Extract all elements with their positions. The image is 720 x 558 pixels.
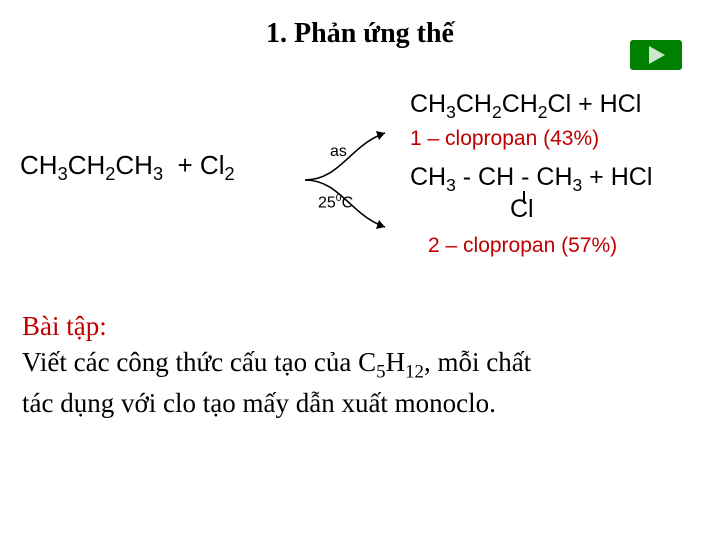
product1-formula: CH3CH2CH2Cl + HCl [410, 90, 652, 123]
product2-substituent: Cl [510, 195, 534, 224]
reaction-arrow: as 250C [300, 125, 390, 225]
product2-block: CH3 - CH - CH3 + HCl Cl 2 – clopropan (5… [410, 163, 652, 258]
product2-formula: CH3 - CH - CH3 + HCl [410, 163, 652, 196]
exercise-block: Bài tập: Viết các công thức cấu tạo của … [22, 308, 698, 422]
play-button[interactable] [630, 40, 682, 70]
products-block: CH3CH2CH2Cl + HCl 1 – clopropan (43%) CH… [410, 90, 652, 270]
play-icon [645, 44, 667, 66]
exercise-line2: tác dụng với clo tạo mấy dẫn xuất monocl… [22, 388, 496, 418]
page-title: 1. Phản ứng thế [0, 18, 720, 50]
product1-note: 1 – clopropan (43%) [410, 127, 652, 151]
condition-bottom: 250C [318, 193, 353, 212]
reactant-formula: CH3CH2CH3 + Cl2 [20, 150, 235, 185]
product2-note: 2 – clopropan (57%) [428, 234, 652, 258]
reaction-scheme: CH3CH2CH3 + Cl2 as 250C CH3CH2CH2Cl + HC… [20, 90, 720, 300]
condition-top: as [330, 143, 347, 161]
exercise-heading: Bài tập: [22, 311, 107, 341]
exercise-line1: Viết các công thức cấu tạo của C5H12, mỗ… [22, 347, 531, 377]
